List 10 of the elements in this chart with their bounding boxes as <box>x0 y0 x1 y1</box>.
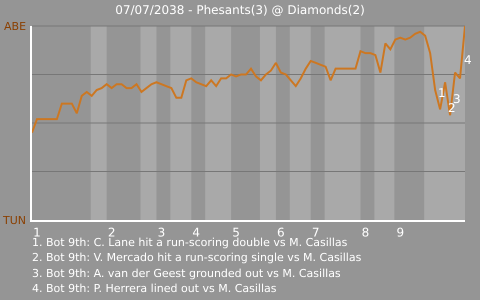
text: TUN <box>2 214 26 227</box>
annotation: 4 <box>464 53 472 67</box>
x-tick-label: 9 <box>396 225 404 240</box>
chart-title: 07/07/2038 - Phesants(3) @ Diamonds(2) <box>115 3 365 18</box>
x-tick-label: 8 <box>362 225 370 240</box>
text: ABE <box>4 20 26 33</box>
annotation: 3 <box>453 92 461 106</box>
text: 3. Bot 9th: A. van der Geest grounded out vs M. Casillas <box>32 267 341 280</box>
text: 2. Bot 9th: V. Mercado hit a run-scoring single vs M. Casillas <box>32 251 362 264</box>
text: 4. Bot 9th: P. Herrera lined out vs M. Casillas <box>32 282 277 295</box>
